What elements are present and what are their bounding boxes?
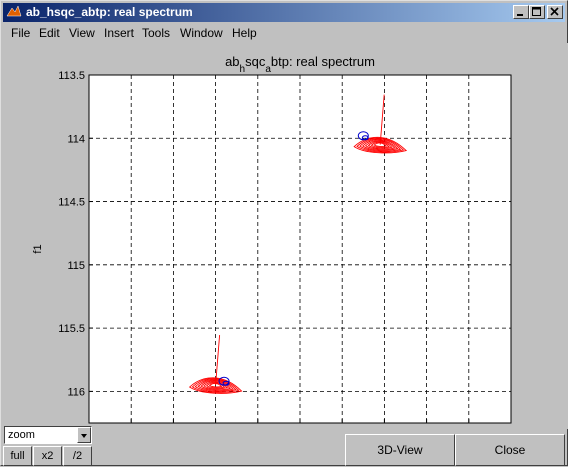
y-tick-label: 114 <box>67 133 85 145</box>
negative-peak <box>357 131 369 141</box>
contour-line <box>370 141 390 148</box>
contour-line <box>359 138 402 152</box>
x-tick-label: 6.85 <box>416 428 437 429</box>
full-button[interactable]: full <box>3 446 32 466</box>
y-tick-label: 113.5 <box>58 70 85 82</box>
menu-bar: File Edit View Insert Tools Window Help <box>3 23 565 42</box>
maximize-button[interactable] <box>529 5 545 19</box>
contour-line <box>206 382 226 389</box>
x-tick-label: 7.2 <box>124 428 139 429</box>
y-tick-label: 114.5 <box>58 197 85 209</box>
contour-line <box>197 379 234 392</box>
spectrum-plot: 7.27.157.17.0576.956.96.856.86.75 113.51… <box>1 43 568 429</box>
contour-line <box>356 137 405 153</box>
matlab-icon <box>6 5 22 17</box>
zoom-out-button[interactable]: /2 <box>63 446 92 466</box>
menu-tools[interactable]: Tools <box>142 26 171 40</box>
close-icon <box>550 7 559 16</box>
minimize-button[interactable] <box>513 5 529 19</box>
zoom-select-value: zoom <box>8 429 35 441</box>
contour-line <box>194 378 237 392</box>
menu-window[interactable]: Window <box>180 26 223 40</box>
x-tick-label: 7.15 <box>163 428 184 429</box>
maximize-icon <box>532 7 541 16</box>
bottom-controls: zoom full x2 /2 3D-View Close <box>1 425 568 467</box>
chevron-down-icon[interactable] <box>77 427 91 443</box>
close-button[interactable]: Close <box>455 434 565 466</box>
window-title: ab_hsqc_abtp: real spectrum <box>26 5 193 19</box>
x-tick-label: 7.05 <box>247 428 268 429</box>
x-axis: 7.2 7.15 7.1 7.05 7 6.95 6.9 6.85 6.8 6.75 <box>124 419 522 429</box>
x-tick-label: 7.1 <box>208 428 223 429</box>
plot-title: abhsqcabtp: real spectrum <box>225 54 375 75</box>
x-tick-label: 6.8 <box>461 428 476 429</box>
3d-view-button[interactable]: 3D-View <box>345 434 455 466</box>
contour-line <box>362 139 399 151</box>
menu-insert[interactable]: Insert <box>104 26 135 40</box>
y-axis: 113.5 114 114.5 115 115.5 116 <box>58 70 93 398</box>
y-tick-label: 115.5 <box>58 323 85 335</box>
contour-line <box>222 380 230 386</box>
contour-layer <box>188 94 408 394</box>
menu-view[interactable]: View <box>69 26 95 40</box>
positive-peak <box>188 335 243 394</box>
x-tick-label: 7 <box>297 428 303 429</box>
title-bar: ab_hsqc_abtp: real spectrum <box>3 3 565 22</box>
contour-line <box>373 142 388 147</box>
contour-line <box>191 378 240 393</box>
zoom-select[interactable]: zoom <box>4 426 92 444</box>
contour-line <box>208 382 223 388</box>
y-tick-label: 115 <box>67 260 85 272</box>
x-tick-label: 6.9 <box>377 428 392 429</box>
y-axis-label: f1 <box>32 244 44 253</box>
contour-line <box>203 381 229 390</box>
x-tick-label: 6.75 <box>500 428 521 429</box>
contour-ridge <box>215 335 221 386</box>
contour-line <box>188 377 243 394</box>
menu-help[interactable]: Help <box>232 26 257 40</box>
contour-line <box>364 140 396 150</box>
grid <box>89 75 511 423</box>
contour-ridge <box>379 94 385 145</box>
menu-edit[interactable]: Edit <box>39 26 60 40</box>
y-tick-label: 116 <box>67 386 85 398</box>
menu-file[interactable]: File <box>11 26 31 40</box>
minimize-icon <box>517 14 523 16</box>
x-tick-label: 6.95 <box>331 428 352 429</box>
zoom-in-button[interactable]: x2 <box>33 446 62 466</box>
close-window-button[interactable] <box>547 5 563 19</box>
negative-peak <box>218 376 230 386</box>
contour-line <box>200 380 232 391</box>
contour-line <box>367 140 393 149</box>
positive-peak <box>353 94 408 154</box>
contour-line <box>361 135 369 141</box>
